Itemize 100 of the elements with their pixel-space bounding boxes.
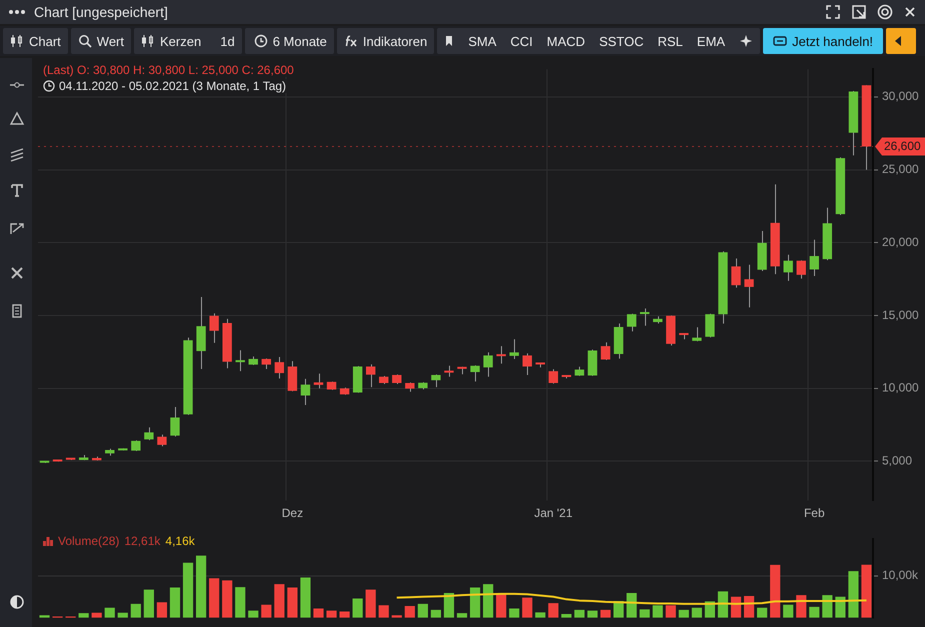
- text: Wert: [96, 34, 124, 48]
- bar: [470, 588, 480, 618]
- bar: [404, 606, 415, 618]
- candlestick: [144, 426, 154, 441]
- bar: [196, 556, 206, 618]
- bar: [809, 606, 820, 618]
- y-tick-label: 10,000: [882, 380, 920, 395]
- text: Chart [ungespeichert]: [34, 4, 169, 20]
- bar: [352, 598, 363, 618]
- bar: [783, 604, 794, 618]
- bar: [326, 610, 337, 618]
- candlestick: [510, 338, 519, 360]
- bar: [666, 605, 676, 618]
- text: 1d: [220, 34, 235, 48]
- candlestick: [640, 308, 650, 326]
- bar: [209, 578, 220, 618]
- candlestick: [314, 373, 324, 389]
- bar: [496, 594, 506, 618]
- bar: [822, 595, 832, 618]
- bar: [848, 571, 859, 618]
- text: SSTOC: [599, 34, 644, 48]
- annotation: Volume(28): [58, 534, 120, 548]
- bar: [235, 587, 246, 618]
- candlestick: [236, 350, 245, 372]
- bar: [340, 611, 350, 618]
- candlestick: [470, 364, 480, 382]
- candlestick: [170, 406, 180, 437]
- candlestick: [679, 333, 689, 340]
- candlestick: [692, 326, 702, 342]
- text: CCI: [510, 34, 533, 48]
- bar: [78, 613, 89, 618]
- candlestick: [157, 434, 167, 447]
- text: MACD: [546, 34, 586, 48]
- x-tick-label: Dez: [282, 506, 304, 520]
- candlestick: [744, 264, 754, 308]
- candlestick: [131, 440, 141, 452]
- x-tick-label: Jan '21: [534, 506, 573, 520]
- candlestick: [366, 364, 376, 388]
- text: RSL: [658, 34, 683, 48]
- candlestick: [810, 239, 819, 277]
- bar: [300, 577, 311, 618]
- chart-title: (Last) O: 30,800 H: 30,800 L: 25,000 C: 26,600: [40, 63, 297, 77]
- candlestick: [483, 352, 493, 378]
- bar: [313, 608, 324, 618]
- candlestick: [300, 378, 310, 406]
- bar: [287, 588, 298, 618]
- bar: [678, 610, 689, 618]
- candlestick: [444, 365, 454, 378]
- bar: [574, 610, 585, 618]
- candlestick: [496, 346, 506, 364]
- bar: [366, 590, 376, 618]
- bar: [770, 564, 780, 618]
- bar: [652, 605, 663, 618]
- y-tick-label: 5,000: [882, 454, 912, 468]
- bar: [692, 608, 702, 618]
- text: Jetzt handeln!: [792, 34, 874, 48]
- bar: [640, 609, 650, 618]
- candlestick: [796, 260, 806, 280]
- bar: [118, 612, 128, 618]
- text: SMA: [468, 34, 496, 48]
- candlestick: [405, 382, 415, 392]
- bar: [587, 610, 598, 618]
- bar: [430, 610, 442, 618]
- bar: [274, 584, 284, 618]
- y-tick-label: 10,00k: [882, 568, 920, 582]
- bar: [418, 604, 428, 618]
- bar: [104, 608, 115, 618]
- bar: [130, 604, 141, 618]
- bar: [561, 614, 572, 618]
- candlestick: [784, 254, 793, 282]
- bar: [378, 605, 389, 618]
- text: 6 Monate: [272, 34, 327, 48]
- candlestick: [600, 342, 610, 360]
- y-tick-label: 15,000: [882, 308, 920, 322]
- candlestick: [262, 358, 272, 370]
- text: Chart: [29, 34, 61, 48]
- candlestick: [431, 374, 441, 388]
- annotation: 12,61k: [124, 534, 160, 548]
- bar: [522, 598, 532, 618]
- annotation: 4,16k: [165, 534, 195, 548]
- text: Kerzen: [160, 34, 202, 48]
- bar: [222, 580, 232, 618]
- bar: [248, 610, 258, 618]
- candlestick: [731, 258, 741, 288]
- y-tick-label: 30,000: [882, 89, 920, 104]
- candlestick: [626, 313, 636, 332]
- y-tick-label: 25,000: [882, 162, 920, 176]
- bar: [535, 612, 546, 618]
- text: 04.11.2020 - 05.02.2021 (3 Monate, 1 Tag): [59, 79, 286, 93]
- bar: [182, 562, 194, 618]
- text: Indikatoren: [362, 34, 428, 48]
- bar: [144, 590, 154, 618]
- candlestick: [705, 313, 715, 338]
- text: EMA: [696, 34, 726, 48]
- bar: [796, 595, 806, 618]
- bar: [548, 603, 558, 618]
- bar: [509, 608, 520, 618]
- x-tick-label: Feb: [804, 506, 825, 520]
- candlestick: [209, 312, 219, 344]
- candlestick: [392, 374, 402, 385]
